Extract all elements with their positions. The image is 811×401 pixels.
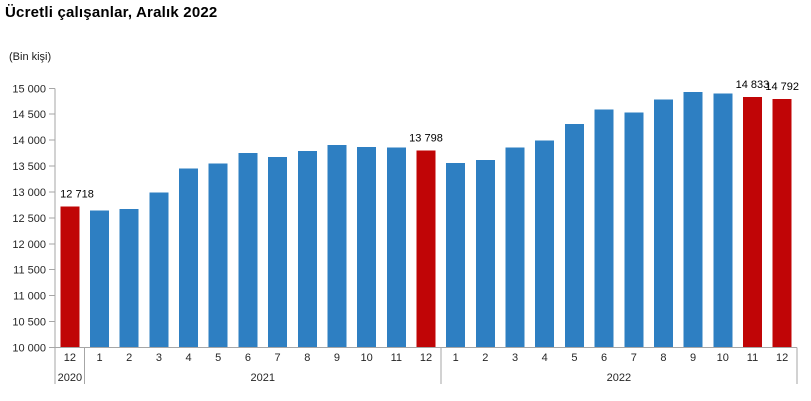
x-month-label: 10 (717, 352, 729, 364)
y-tick-label: 13 500 (12, 161, 46, 173)
bar-value-label: 14 792 (765, 81, 799, 93)
x-month-label: 5 (571, 352, 577, 364)
bar-2021-5 (208, 163, 228, 348)
x-month-label: 9 (334, 352, 340, 364)
y-tick-label: 10 500 (12, 316, 46, 328)
x-month-label: 10 (361, 352, 373, 364)
bar-2022-11 (742, 96, 762, 348)
x-month-label: 7 (631, 352, 637, 364)
bar-2022-12 (772, 99, 792, 348)
bar-2022-3 (505, 147, 525, 348)
x-month-label: 5 (215, 352, 221, 364)
y-tick-label: 15 000 (12, 83, 46, 95)
x-month-label: 11 (747, 352, 758, 364)
bar-value-label: 12 718 (60, 189, 94, 201)
x-month-label: 4 (185, 352, 191, 364)
chart-title: Ücretli çalışanlar, Aralık 2022 (5, 4, 218, 21)
bar-2020-12 (60, 206, 80, 348)
x-month-label: 3 (156, 352, 162, 364)
bar-2021-11 (386, 147, 406, 348)
bar-2022-10 (713, 93, 733, 348)
bar-2022-5 (564, 124, 584, 348)
y-tick-label: 10 000 (12, 342, 46, 354)
bar-2022-4 (535, 140, 555, 348)
x-year-label: 2022 (607, 372, 631, 384)
bar-2021-1 (90, 210, 110, 348)
bar-2021-2 (119, 209, 139, 348)
y-tick-label: 14 500 (12, 109, 46, 121)
bar-value-label: 13 798 (409, 133, 443, 145)
x-month-label: 3 (512, 352, 518, 364)
bar-2021-3 (149, 192, 169, 348)
bar-2022-2 (475, 159, 495, 348)
x-year-label: 2021 (251, 372, 275, 384)
x-month-label: 9 (690, 352, 696, 364)
bar-2021-7 (268, 157, 288, 348)
x-month-label: 2 (126, 352, 132, 364)
x-month-label: 4 (542, 352, 548, 364)
x-month-label: 6 (245, 352, 251, 364)
bar-2022-1 (446, 162, 466, 348)
bar-2022-9 (683, 91, 703, 348)
bar-2021-8 (297, 151, 317, 348)
x-month-label: 1 (96, 352, 102, 364)
x-month-label: 1 (453, 352, 459, 364)
y-tick-label: 11 500 (13, 265, 46, 277)
bar-2022-8 (653, 99, 673, 348)
bar-2021-4 (179, 168, 199, 348)
x-month-label: 2 (482, 352, 488, 364)
x-month-label: 11 (391, 352, 402, 364)
bar-2021-9 (327, 144, 347, 348)
bar-2021-12 (416, 150, 436, 348)
y-axis-unit-label: (Bin kişi) (9, 51, 52, 63)
bar-2022-7 (624, 112, 644, 348)
y-tick-label: 11 000 (13, 291, 46, 303)
bar-2021-10 (357, 146, 377, 348)
bar-2021-6 (238, 153, 258, 348)
x-month-label: 8 (304, 352, 310, 364)
bar-value-label: 14 833 (736, 79, 770, 91)
x-month-label: 7 (275, 352, 281, 364)
bar-2022-6 (594, 109, 614, 348)
x-month-label: 12 (776, 352, 788, 364)
x-month-label: 12 (420, 352, 432, 364)
y-tick-label: 12 000 (12, 239, 46, 251)
y-tick-label: 14 000 (12, 135, 46, 147)
y-tick-label: 13 000 (12, 187, 46, 199)
x-month-label: 6 (601, 352, 607, 364)
y-tick-label: 12 500 (12, 213, 46, 225)
x-year-label: 2020 (58, 372, 82, 384)
x-month-label: 8 (660, 352, 666, 364)
x-month-label: 12 (64, 352, 76, 364)
